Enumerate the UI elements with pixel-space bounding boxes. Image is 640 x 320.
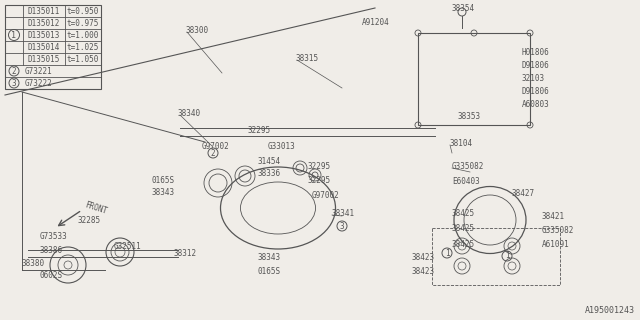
Text: G97002: G97002 bbox=[312, 190, 340, 199]
Text: t=0.975: t=0.975 bbox=[67, 19, 99, 28]
Text: t=1.025: t=1.025 bbox=[67, 43, 99, 52]
Text: 38343: 38343 bbox=[257, 253, 280, 262]
Text: 38425: 38425 bbox=[452, 223, 475, 233]
Text: D135015: D135015 bbox=[28, 54, 60, 63]
Text: 32103: 32103 bbox=[522, 74, 545, 83]
Text: 3: 3 bbox=[340, 221, 344, 230]
Text: D91806: D91806 bbox=[522, 60, 550, 69]
Text: 1: 1 bbox=[505, 252, 509, 260]
Text: 38300: 38300 bbox=[185, 26, 208, 35]
Text: D135011: D135011 bbox=[28, 6, 60, 15]
Bar bbox=[5, 5, 101, 89]
Text: G73533: G73533 bbox=[40, 231, 68, 241]
Text: D135013: D135013 bbox=[28, 30, 60, 39]
Text: 38380: 38380 bbox=[22, 259, 45, 268]
Text: D91806: D91806 bbox=[522, 86, 550, 95]
Text: G335082: G335082 bbox=[542, 226, 574, 235]
Text: 38353: 38353 bbox=[458, 111, 481, 121]
Text: H01806: H01806 bbox=[522, 47, 550, 57]
Text: 38315: 38315 bbox=[295, 53, 318, 62]
Text: G73222: G73222 bbox=[25, 78, 52, 87]
Text: 32295: 32295 bbox=[248, 125, 271, 134]
Text: G335082: G335082 bbox=[452, 162, 484, 171]
Text: 38423: 38423 bbox=[412, 267, 435, 276]
Text: 1: 1 bbox=[12, 30, 17, 39]
Text: 0165S: 0165S bbox=[152, 175, 175, 185]
Text: 38386: 38386 bbox=[40, 245, 63, 254]
Text: 38423: 38423 bbox=[412, 253, 435, 262]
Bar bbox=[418, 33, 530, 125]
Text: A60803: A60803 bbox=[522, 100, 550, 108]
Text: A195001243: A195001243 bbox=[585, 306, 635, 315]
Text: FRONT: FRONT bbox=[84, 200, 109, 216]
Text: D135014: D135014 bbox=[28, 43, 60, 52]
Text: 1: 1 bbox=[445, 249, 449, 258]
Text: G73221: G73221 bbox=[25, 67, 52, 76]
Text: 38336: 38336 bbox=[257, 169, 280, 178]
Text: G97002: G97002 bbox=[202, 141, 230, 150]
Text: 32295: 32295 bbox=[307, 162, 330, 171]
Text: 2: 2 bbox=[12, 67, 16, 76]
Text: G32511: G32511 bbox=[114, 242, 141, 251]
Text: 32285: 32285 bbox=[77, 215, 100, 225]
Text: G33013: G33013 bbox=[268, 141, 296, 150]
Text: D135012: D135012 bbox=[28, 19, 60, 28]
Text: A91204: A91204 bbox=[362, 18, 390, 27]
Bar bbox=[432, 228, 560, 285]
Text: 38343: 38343 bbox=[152, 188, 175, 196]
Text: 38427: 38427 bbox=[512, 188, 535, 197]
Text: 38425: 38425 bbox=[452, 209, 475, 218]
Text: 38340: 38340 bbox=[178, 108, 201, 117]
Text: 3: 3 bbox=[12, 78, 16, 87]
Text: t=1.050: t=1.050 bbox=[67, 54, 99, 63]
Text: 31454: 31454 bbox=[257, 156, 280, 165]
Text: 32295: 32295 bbox=[307, 175, 330, 185]
Text: A61091: A61091 bbox=[542, 239, 570, 249]
Text: 0165S: 0165S bbox=[257, 267, 280, 276]
Text: 38425: 38425 bbox=[452, 239, 475, 249]
Text: 38421: 38421 bbox=[542, 212, 565, 220]
Text: 38354: 38354 bbox=[452, 4, 475, 12]
Text: E60403: E60403 bbox=[452, 177, 480, 186]
Text: 38104: 38104 bbox=[450, 139, 473, 148]
Text: 0602S: 0602S bbox=[40, 271, 63, 281]
Text: t=1.000: t=1.000 bbox=[67, 30, 99, 39]
Text: 38312: 38312 bbox=[174, 249, 197, 258]
Text: t=0.950: t=0.950 bbox=[67, 6, 99, 15]
Text: 38341: 38341 bbox=[332, 209, 355, 218]
Text: 2: 2 bbox=[211, 148, 215, 157]
